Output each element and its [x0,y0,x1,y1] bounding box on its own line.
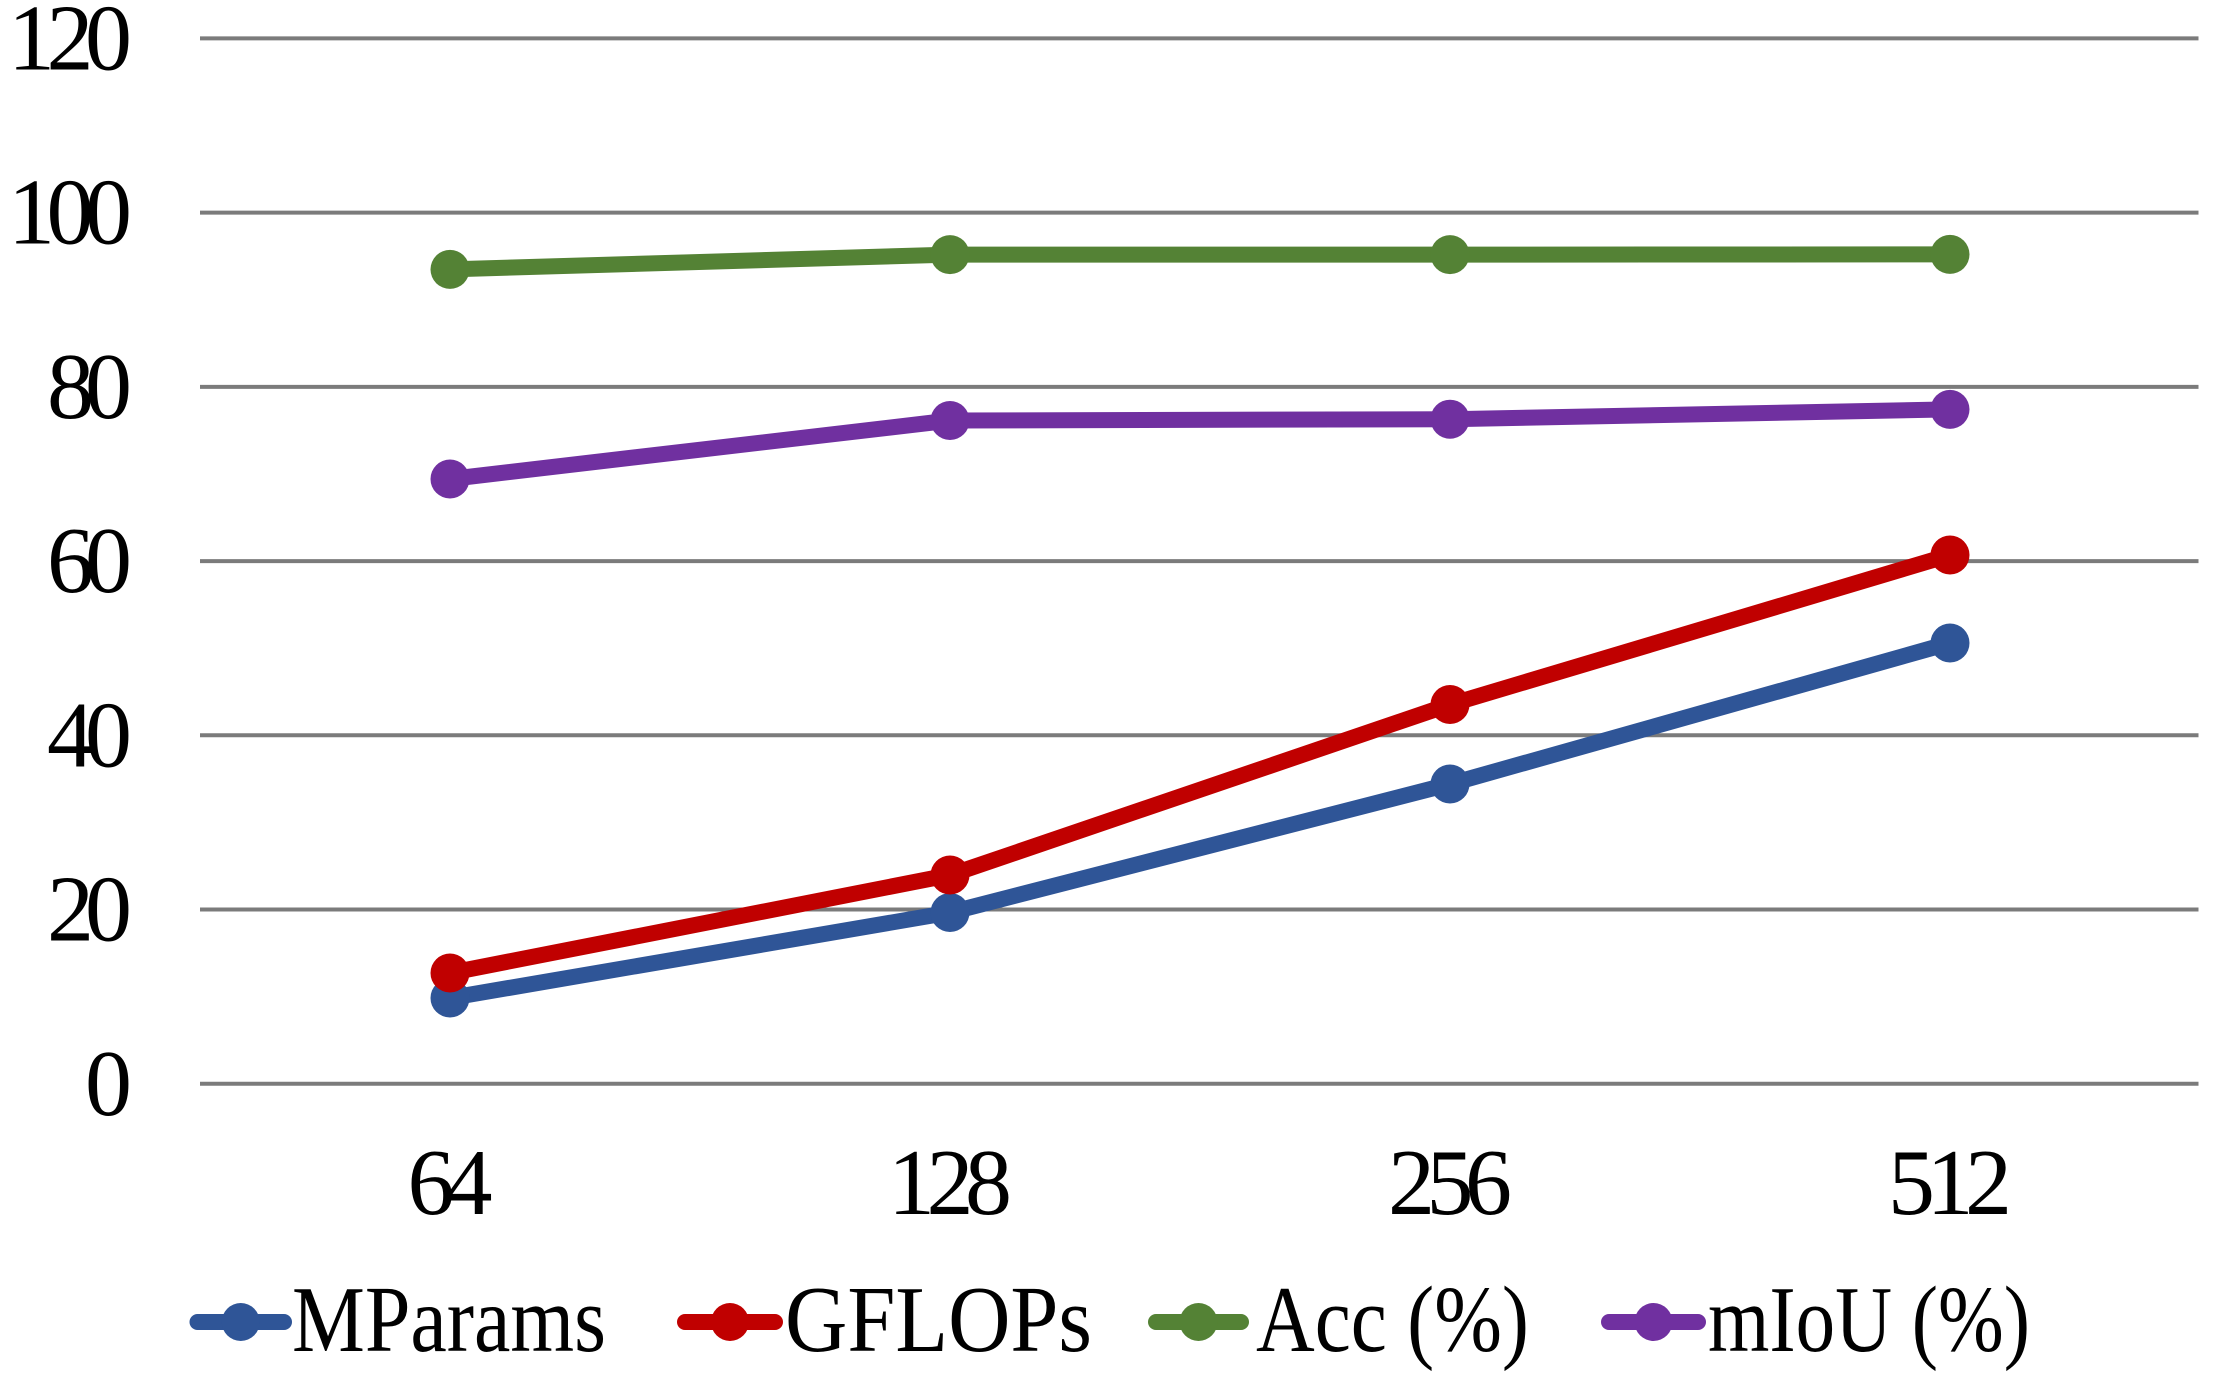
svg-text:Acc (%): Acc (%) [1256,1268,1529,1372]
svg-text:40: 40 [47,683,132,787]
svg-text:20: 20 [47,858,132,962]
svg-text:120: 120 [8,0,132,91]
svg-text:128: 128 [888,1131,1012,1235]
svg-text:64: 64 [408,1131,493,1235]
svg-text:GFLOPs: GFLOPs [785,1268,1092,1372]
svg-text:100: 100 [8,161,132,265]
svg-text:256: 256 [1388,1131,1512,1235]
svg-text:60: 60 [47,509,132,613]
svg-text:0: 0 [85,1032,132,1136]
svg-text:512: 512 [1888,1131,2012,1235]
svg-text:MParams: MParams [292,1268,606,1372]
svg-text:80: 80 [47,335,132,439]
svg-text:mIoU (%): mIoU (%) [1708,1268,2030,1372]
